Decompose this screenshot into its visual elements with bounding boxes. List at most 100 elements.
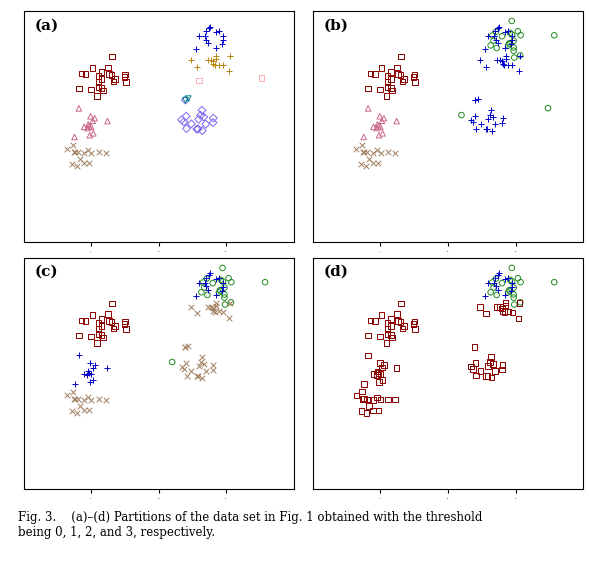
Point bbox=[507, 16, 517, 25]
Point bbox=[218, 277, 227, 286]
Point bbox=[203, 56, 213, 65]
Point bbox=[491, 282, 500, 291]
Point bbox=[184, 94, 193, 103]
Point bbox=[516, 278, 525, 287]
Point bbox=[219, 61, 228, 70]
Point bbox=[482, 371, 492, 380]
Point bbox=[218, 31, 227, 40]
Point bbox=[497, 57, 507, 66]
Point bbox=[494, 269, 504, 278]
Point bbox=[410, 317, 419, 326]
Point bbox=[179, 364, 188, 373]
Point bbox=[94, 319, 103, 328]
Point bbox=[73, 395, 82, 404]
Point bbox=[392, 116, 401, 125]
Point bbox=[79, 406, 88, 415]
Point bbox=[399, 74, 409, 83]
Point bbox=[69, 148, 78, 157]
Point bbox=[482, 124, 492, 133]
Point bbox=[70, 394, 80, 403]
Point bbox=[204, 24, 214, 33]
Point bbox=[386, 314, 395, 323]
Point bbox=[192, 125, 201, 134]
Point bbox=[80, 396, 89, 405]
Point bbox=[74, 331, 84, 340]
Point bbox=[481, 309, 491, 318]
Point bbox=[501, 28, 510, 37]
Point bbox=[86, 359, 95, 368]
Point bbox=[209, 365, 218, 374]
Point bbox=[393, 69, 403, 78]
Point bbox=[192, 62, 201, 71]
Point bbox=[220, 300, 230, 309]
Point bbox=[489, 36, 498, 45]
Point bbox=[501, 291, 510, 300]
Point bbox=[110, 74, 120, 83]
Point bbox=[107, 52, 117, 61]
Point bbox=[197, 288, 206, 297]
Point bbox=[503, 26, 512, 35]
Point bbox=[497, 304, 507, 313]
Point bbox=[104, 316, 114, 325]
Point bbox=[97, 67, 106, 76]
Point bbox=[224, 274, 233, 283]
Point bbox=[468, 364, 478, 373]
Point bbox=[81, 70, 90, 79]
Point bbox=[88, 311, 97, 320]
Point bbox=[209, 361, 218, 370]
Point bbox=[211, 28, 220, 37]
Point bbox=[373, 406, 383, 415]
Point bbox=[491, 274, 501, 283]
Point bbox=[513, 274, 522, 283]
Point bbox=[201, 282, 211, 291]
Point bbox=[471, 124, 481, 133]
Point bbox=[200, 283, 209, 292]
Point bbox=[508, 61, 517, 70]
Point bbox=[110, 321, 120, 330]
Point bbox=[498, 306, 507, 315]
Point bbox=[88, 116, 97, 125]
Text: (a): (a) bbox=[34, 18, 59, 32]
Point bbox=[501, 43, 510, 52]
Point bbox=[167, 357, 177, 366]
Point bbox=[368, 406, 378, 415]
Point bbox=[72, 162, 82, 171]
Point bbox=[358, 140, 367, 149]
Point bbox=[379, 114, 389, 123]
Point bbox=[392, 63, 402, 72]
Point bbox=[366, 69, 375, 78]
Point bbox=[507, 31, 517, 40]
Point bbox=[181, 112, 191, 121]
Point bbox=[90, 361, 100, 370]
Point bbox=[85, 131, 94, 140]
Point bbox=[501, 275, 510, 284]
Point bbox=[260, 278, 270, 287]
Point bbox=[486, 41, 495, 50]
Point bbox=[396, 52, 406, 61]
Point bbox=[186, 56, 196, 65]
Point bbox=[359, 394, 369, 403]
Point bbox=[550, 31, 559, 40]
Point bbox=[498, 365, 507, 374]
Point bbox=[358, 395, 368, 404]
Point bbox=[201, 274, 211, 283]
Point bbox=[409, 72, 418, 81]
Point bbox=[196, 111, 206, 120]
Point bbox=[372, 124, 382, 133]
Point bbox=[377, 116, 386, 125]
Point bbox=[374, 378, 383, 387]
Point bbox=[369, 148, 378, 157]
Point bbox=[205, 269, 214, 278]
Point bbox=[390, 395, 399, 404]
Point bbox=[68, 140, 78, 149]
Point bbox=[92, 339, 102, 348]
Point bbox=[87, 369, 96, 378]
Point bbox=[509, 283, 518, 292]
Point bbox=[378, 376, 388, 385]
Point bbox=[383, 148, 393, 157]
Point bbox=[98, 333, 108, 342]
Point bbox=[198, 278, 208, 287]
Point bbox=[369, 123, 378, 132]
Point bbox=[362, 409, 371, 418]
Point bbox=[505, 285, 514, 294]
